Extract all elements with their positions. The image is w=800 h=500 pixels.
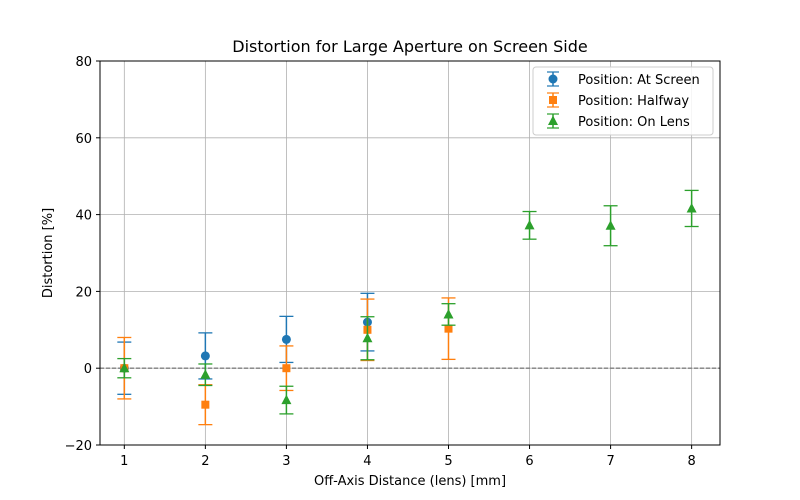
x-tick-label: 4 — [363, 454, 371, 469]
data-point — [443, 308, 454, 319]
chart-title: Distortion for Large Aperture on Screen … — [232, 37, 587, 56]
data-point — [200, 351, 210, 361]
y-tick-label: 60 — [75, 132, 92, 147]
legend-label: Position: On Lens — [578, 115, 690, 130]
data-point — [119, 362, 130, 373]
x-tick-label: 2 — [201, 454, 209, 469]
data-point — [605, 220, 616, 230]
x-tick-label: 6 — [525, 454, 533, 469]
x-axis-label: Off-Axis Distance (lens) [mm] — [314, 474, 506, 489]
x-tick-label: 7 — [606, 454, 614, 469]
legend-label: Position: At Screen — [578, 73, 700, 88]
y-tick-label: 0 — [84, 362, 92, 377]
y-tick-label: 80 — [75, 55, 92, 70]
series-3 — [117, 189, 699, 415]
data-point — [362, 332, 373, 343]
x-tick-label: 3 — [282, 454, 290, 469]
legend: Position: At Screen Position: Halfway Posi… — [532, 66, 714, 136]
data-point — [444, 324, 453, 333]
data-point — [281, 334, 291, 344]
y-tick-label: −20 — [65, 439, 92, 454]
x-tick-label: 5 — [444, 454, 452, 469]
legend-marker — [548, 74, 558, 84]
legend-label: Position: Halfway — [578, 94, 689, 109]
legend-marker — [548, 115, 558, 125]
plot-frame — [99, 60, 721, 446]
data-point — [201, 400, 210, 409]
y-tick-label: 40 — [75, 209, 92, 224]
legend-box — [532, 66, 714, 136]
series-1 — [117, 292, 375, 395]
data-point — [524, 219, 535, 230]
axis-ticks: 1 2 3 4 5 6 7 8 −20 0 20 40 60 80 — [65, 55, 696, 469]
legend-marker — [549, 96, 557, 104]
y-axis-label: Distortion [%] — [41, 208, 56, 298]
data-point — [281, 394, 292, 405]
x-tick-label: 1 — [120, 454, 128, 469]
data-marks — [117, 189, 699, 426]
data-point — [686, 202, 697, 213]
data-point — [200, 369, 211, 379]
y-tick-label: 20 — [75, 285, 92, 300]
x-tick-label: 8 — [687, 454, 695, 469]
data-point — [282, 364, 291, 373]
